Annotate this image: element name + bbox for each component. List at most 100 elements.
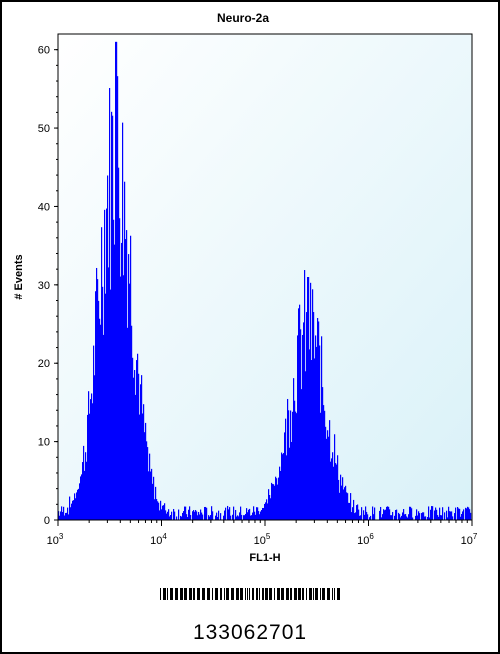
- histogram-bar: [339, 492, 341, 520]
- histogram-bar: [67, 507, 69, 520]
- histogram-bar: [399, 514, 401, 520]
- histogram-bar: [458, 508, 460, 520]
- histogram-bar: [349, 502, 351, 520]
- histogram-bar: [302, 334, 304, 520]
- histogram-bar: [271, 482, 273, 520]
- histogram-bar: [320, 412, 322, 520]
- histogram-bar: [435, 507, 437, 520]
- barcode-bar: [337, 588, 340, 600]
- histogram-bar: [296, 413, 298, 520]
- histogram-bar: [337, 455, 339, 520]
- histogram-bar: [136, 360, 138, 520]
- flow-histogram-chart: 0 10 20 30 40 50 60 103 104 105 106 107 Neuro-2a F…: [13, 11, 478, 600]
- histogram-bar: [96, 267, 98, 520]
- histogram-bar: [223, 515, 225, 520]
- histogram-bar: [321, 336, 323, 520]
- y-axis: 0 10 20 30 40 50 60: [38, 45, 58, 527]
- histogram-bar: [188, 509, 190, 520]
- barcode-bar: [286, 588, 289, 600]
- histogram-bar: [63, 506, 65, 520]
- histogram-bar: [102, 286, 104, 520]
- histogram-bar: [66, 512, 68, 520]
- histogram-bar: [218, 510, 220, 520]
- histogram-bar: [199, 514, 201, 520]
- histogram-bar: [444, 512, 446, 520]
- histogram-bar: [367, 514, 369, 520]
- histogram-bar: [168, 509, 170, 520]
- histogram-bar: [361, 507, 363, 520]
- barcode-bar: [302, 588, 304, 600]
- histogram-bar: [269, 494, 271, 520]
- histogram-bar: [293, 378, 295, 520]
- histogram-bar: [107, 175, 109, 520]
- histogram-bar: [427, 517, 429, 520]
- histogram-bar: [290, 410, 292, 520]
- histogram-bar: [374, 507, 376, 520]
- histogram-bar: [261, 510, 263, 520]
- histogram-bar: [184, 506, 186, 520]
- histogram-bar: [99, 318, 101, 520]
- histogram-bar: [277, 484, 279, 520]
- histogram-bar: [183, 511, 185, 520]
- histogram-bar: [243, 515, 245, 520]
- barcode-bar: [313, 588, 314, 600]
- histogram-bar: [330, 461, 332, 520]
- histogram-bar: [208, 515, 210, 520]
- histogram-bar: [425, 516, 427, 520]
- histogram-bar: [75, 498, 77, 520]
- histogram-bar: [455, 507, 457, 520]
- histogram-bar: [109, 88, 111, 520]
- histogram-bar: [334, 434, 336, 520]
- histogram-bar: [384, 510, 386, 520]
- histogram-bar: [316, 346, 318, 520]
- barcode-bar: [245, 588, 246, 600]
- histogram-bar: [264, 503, 266, 520]
- histogram-bar: [357, 504, 359, 520]
- histogram-bar: [246, 508, 248, 520]
- histogram-bar: [327, 430, 329, 520]
- histogram-bar: [441, 515, 443, 520]
- barcode-bar: [277, 588, 280, 600]
- histogram-bar: [86, 461, 88, 520]
- histogram-bar: [166, 513, 168, 520]
- histogram-bar: [155, 486, 157, 520]
- histogram-bar: [272, 484, 274, 520]
- y-axis-label: # Events: [13, 254, 25, 299]
- histogram-bar: [259, 514, 261, 520]
- histogram-bar: [230, 515, 232, 520]
- histogram-bar: [76, 492, 78, 520]
- barcode-bar: [249, 588, 250, 600]
- histogram-bar: [447, 517, 449, 520]
- histogram-bar: [467, 506, 469, 520]
- histogram-bar: [157, 501, 159, 520]
- histogram-bar: [446, 510, 448, 520]
- histogram-bar: [171, 511, 173, 520]
- histogram-bar: [309, 349, 311, 520]
- histogram-bar: [58, 511, 60, 520]
- histogram-bar: [173, 508, 175, 520]
- barcode-bar: [259, 588, 260, 600]
- histogram-bar: [260, 511, 262, 520]
- histogram-bar: [342, 477, 344, 520]
- histogram-bar: [130, 235, 132, 521]
- histogram-bar: [147, 447, 149, 520]
- histogram-bar: [251, 515, 253, 520]
- histogram-bar: [308, 277, 310, 520]
- histogram-bar: [94, 375, 96, 520]
- histogram-bar: [383, 509, 385, 520]
- histogram-bar: [201, 512, 203, 520]
- y-tick-label: 30: [38, 280, 50, 292]
- histogram-bar: [295, 411, 297, 520]
- histogram-bar: [80, 476, 82, 520]
- barcode-bar: [163, 588, 166, 600]
- barcode-bar: [207, 588, 210, 600]
- y-tick-label: 40: [38, 201, 50, 213]
- barcode-bar: [306, 588, 307, 600]
- histogram-bar: [129, 283, 131, 520]
- barcode-bar: [170, 588, 173, 600]
- histogram-bar: [228, 509, 230, 520]
- histogram-bar: [74, 493, 76, 520]
- histogram-bar: [291, 441, 293, 520]
- barcode-bar: [298, 588, 301, 600]
- histogram-bar: [459, 508, 461, 520]
